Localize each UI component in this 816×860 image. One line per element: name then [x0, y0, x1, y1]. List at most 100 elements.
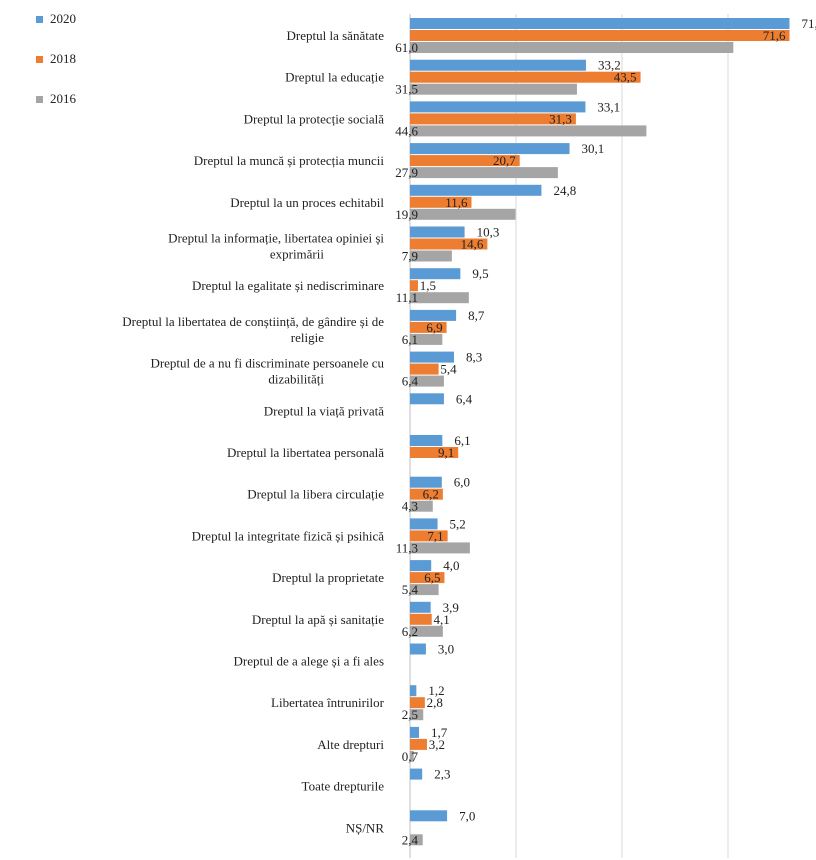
bar-2016	[410, 584, 439, 596]
data-label-2020: 3,0	[438, 642, 454, 657]
data-label-2018: 43,5	[614, 70, 637, 85]
category-label: Dreptul la libertatea de conștiință, de …	[122, 314, 384, 345]
category-label-line: Dreptul de a alege și a fi ales	[233, 654, 384, 669]
data-label-2020: 3,9	[443, 600, 459, 615]
category-label-line: Dreptul la sănătate	[287, 28, 385, 43]
data-label-2018: 6,9	[426, 320, 442, 335]
data-label-2018: 6,5	[424, 570, 440, 585]
category-label: Dreptul de a nu fi discriminate persoane…	[150, 356, 384, 387]
data-label-2020: 33,2	[598, 58, 621, 73]
category-label-line: Dreptul la apă și sanitație	[252, 612, 384, 627]
data-label-2018: 31,3	[549, 111, 572, 126]
bar-2018	[410, 71, 641, 83]
bar-2018	[410, 738, 427, 750]
data-label-2016: 6,2	[402, 624, 418, 639]
category-label-line: Dreptul la integritate fizică și psihică	[192, 528, 385, 543]
data-label-2020: 2,3	[434, 767, 450, 782]
category-label-line: Libertatea întrunirilor	[271, 695, 385, 710]
bar-2020	[410, 143, 570, 155]
bar-2020	[410, 560, 432, 572]
data-label-2020: 24,8	[553, 183, 576, 198]
bar-2016	[410, 750, 414, 762]
data-label-2020: 1,2	[428, 683, 444, 698]
bar-2018	[410, 155, 520, 167]
data-label-2020: 10,3	[477, 225, 500, 240]
data-label-2018: 2,8	[427, 695, 443, 710]
category-label-line: Dreptul la egalitate și nediscriminare	[192, 278, 384, 293]
bar-2020	[410, 685, 417, 697]
data-label-2016: 61,0	[395, 40, 418, 55]
category-label: Libertatea întrunirilor	[271, 695, 385, 710]
data-label-2018: 3,2	[429, 737, 445, 752]
data-label-2018: 11,6	[445, 195, 468, 210]
category-label: Dreptul la apă și sanitație	[252, 612, 384, 627]
data-label-2020: 4,0	[443, 558, 459, 573]
data-label-2018: 9,1	[438, 445, 454, 460]
bar-2020	[410, 268, 461, 280]
category-label: Dreptul la integritate fizică și psihică	[192, 528, 385, 543]
bar-2016	[410, 42, 734, 53]
data-label-2018: 1,5	[420, 278, 436, 293]
data-label-2020: 5,2	[450, 516, 466, 531]
bar-2016	[410, 542, 470, 554]
bar-2018	[410, 488, 443, 500]
bar-2018	[410, 572, 445, 584]
legend-label-2018: 2018	[50, 51, 76, 66]
bar-2018	[410, 697, 425, 709]
bar-2020	[410, 101, 586, 113]
bar-2018	[410, 30, 790, 41]
bar-2018	[410, 280, 418, 292]
bar-2018	[410, 238, 488, 250]
bar-2020	[410, 768, 423, 780]
data-label-2016: 0,7	[402, 749, 419, 764]
legend-label-2020: 2020	[50, 11, 76, 26]
bar-2020	[410, 59, 586, 71]
bar-2018	[410, 447, 459, 458]
bar-2018	[410, 613, 432, 625]
legend: 2020 2018 2016	[36, 11, 77, 106]
data-label-2016: 2,5	[402, 707, 418, 722]
category-label: Dreptul la libertatea personală	[227, 445, 384, 460]
bar-2020	[410, 18, 790, 29]
bar-2020	[410, 810, 448, 822]
category-label-line: Dreptul la educație	[285, 70, 384, 85]
data-label-2016: 19,9	[395, 207, 418, 222]
category-label-line: dizabilități	[268, 372, 324, 387]
bar-2020	[410, 435, 443, 446]
data-label-2018: 7,1	[427, 528, 443, 543]
bar-2018	[410, 363, 439, 375]
data-label-2020: 6,4	[456, 391, 473, 406]
category-label: Dreptul la protecție socială	[244, 111, 385, 126]
category-label: Toate drepturile	[302, 779, 385, 794]
category-label-line: Dreptul la informație, libertatea opinie…	[168, 231, 384, 246]
bar-2016	[410, 375, 444, 387]
category-label-line: Dreptul la un proces echitabil	[230, 195, 384, 210]
data-label-2020: 71,6	[801, 16, 816, 31]
bar-2020	[410, 518, 438, 530]
data-label-2020: 8,7	[468, 308, 485, 323]
bar-2016	[410, 625, 443, 637]
data-label-2016: 2,4	[402, 832, 419, 847]
bar-2020	[410, 184, 542, 196]
data-label-2016: 5,4	[402, 582, 419, 597]
category-label-line: Dreptul de a nu fi discriminate persoane…	[150, 356, 384, 371]
category-label: Dreptul la un proces echitabil	[230, 195, 384, 210]
data-label-2016: 4,3	[402, 499, 418, 514]
bar-2020	[410, 476, 442, 488]
bar-2016	[410, 167, 558, 179]
bar-2020	[410, 726, 420, 738]
data-label-2018: 14,6	[461, 237, 484, 252]
category-label-line: Dreptul la viață privată	[264, 403, 384, 418]
legend-swatch-2018	[36, 56, 43, 63]
bar-2016	[410, 500, 433, 512]
data-label-2016: 11,1	[396, 290, 418, 305]
data-label-2016: 31,5	[395, 82, 418, 97]
data-label-2018: 20,7	[493, 153, 516, 168]
bar-2020	[410, 351, 454, 363]
data-label-2020: 6,0	[454, 475, 470, 490]
bar-2016	[410, 333, 443, 345]
data-label-2016: 27,9	[395, 165, 418, 180]
data-label-2020: 6,1	[454, 433, 470, 448]
data-label-2020: 7,0	[459, 808, 475, 823]
bar-2020	[410, 393, 444, 405]
